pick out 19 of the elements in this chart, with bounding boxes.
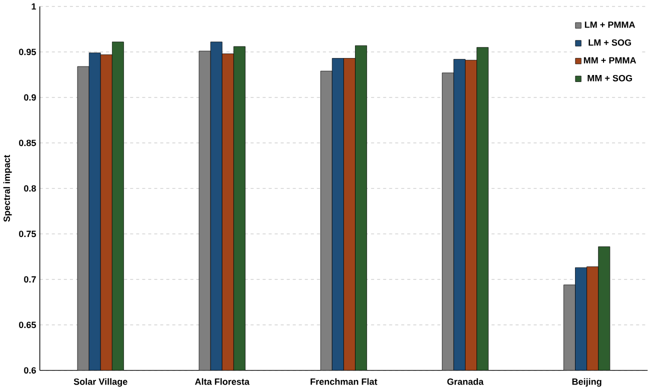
- y-tick-label: 0.65: [19, 322, 36, 328]
- y-tick-label: 0.7: [24, 276, 36, 283]
- x-tick-label: Solar Village: [74, 378, 128, 387]
- y-tick-label: 0.75: [19, 230, 36, 238]
- x-tick-label: Beijing: [572, 378, 602, 387]
- legend-label: LM + PMMA: [584, 22, 636, 28]
- x-tick-label: Alta Floresta: [194, 378, 250, 385]
- y-tick-label: 0.6: [24, 367, 36, 374]
- x-tick-label: Granada: [447, 378, 484, 385]
- legend-label: LM + SOG: [588, 39, 631, 46]
- y-tick-label: 0.95: [19, 48, 36, 56]
- y-tick-label: 1: [32, 3, 36, 10]
- legend-label: MM + PMMA: [584, 57, 636, 64]
- y-tick-label: 0.9: [24, 94, 36, 101]
- y-tick-label: 0.85: [19, 140, 36, 146]
- legend-label: MM + SOG: [588, 74, 632, 82]
- y-axis-title: Spectral impact: [3, 154, 12, 222]
- x-tick-label: Frenchman Flat: [310, 378, 378, 385]
- y-tick-label: 0.8: [24, 185, 36, 192]
